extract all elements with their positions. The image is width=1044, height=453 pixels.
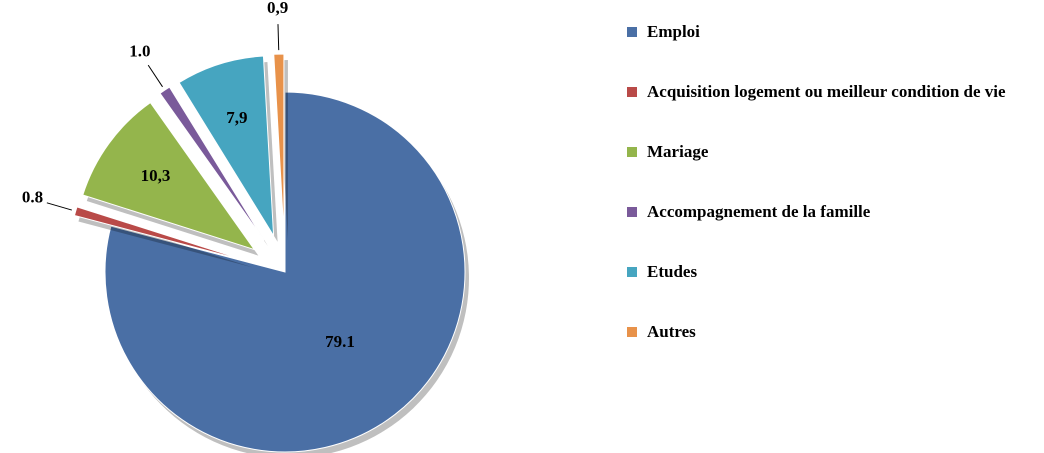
data-label: 79.1 xyxy=(325,332,355,351)
legend-swatch xyxy=(627,267,637,277)
legend-label: Etudes xyxy=(647,262,698,281)
slice xyxy=(73,206,249,262)
legend-item: Mariage xyxy=(625,140,1040,200)
slice xyxy=(159,86,265,241)
leader-line xyxy=(46,202,72,211)
legend-swatch xyxy=(627,87,637,97)
data-label: 0.8 xyxy=(22,188,43,207)
slice xyxy=(104,91,466,453)
legend-label: Mariage xyxy=(647,142,709,161)
leader-line xyxy=(277,24,280,51)
slice xyxy=(82,101,256,251)
legend-swatch xyxy=(627,207,637,217)
data-label: 0,9 xyxy=(267,0,288,17)
slice xyxy=(273,53,285,235)
legend-label: Autres xyxy=(647,322,696,341)
data-label: 7,9 xyxy=(226,108,247,127)
legend-label: Accompagnement de la famille xyxy=(647,202,871,221)
chart: 79.1 0.8 10,3 1.0 7,9 0,9 xyxy=(22,0,469,453)
legend-item: Emploi xyxy=(625,20,1040,80)
legend-label: Emploi xyxy=(647,22,700,41)
slice xyxy=(178,55,275,237)
data-label: 10,3 xyxy=(141,166,171,185)
legend-label: Acquisition logement ou meilleur conditi… xyxy=(647,82,1006,101)
legend-swatch xyxy=(627,147,637,157)
data-label: 1.0 xyxy=(129,42,150,61)
legend-item: Etudes xyxy=(625,260,1040,320)
legend-item: Autres xyxy=(625,320,1040,380)
legend-swatch xyxy=(627,327,637,337)
legend-item: Accompagnement de la famille xyxy=(625,200,1040,260)
legend-swatch xyxy=(627,27,637,37)
leader-line xyxy=(147,64,163,88)
legend: Emploi Acquisition logement ou meilleur c… xyxy=(625,20,1040,380)
legend-item: Acquisition logement ou meilleur conditi… xyxy=(625,80,1040,140)
